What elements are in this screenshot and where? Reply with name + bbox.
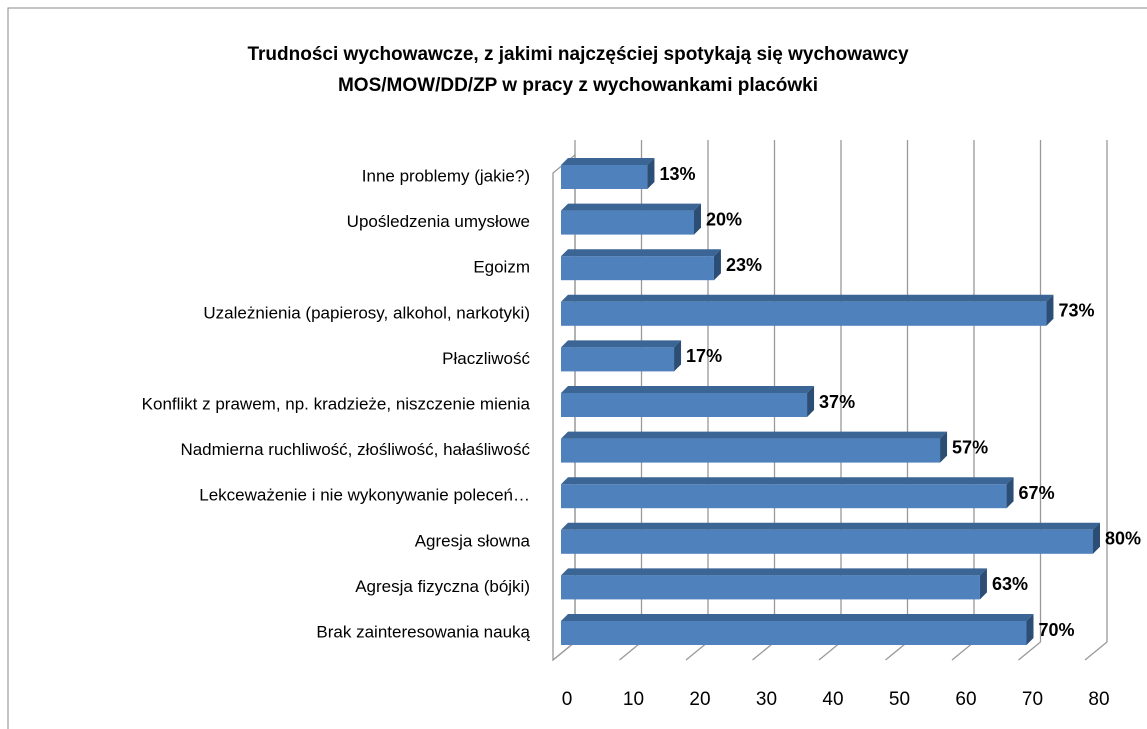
- category-label: Uzależnienia (papierosy, alkohol, narkot…: [203, 303, 530, 322]
- bar-side: [1026, 614, 1034, 645]
- bar: [561, 347, 675, 372]
- category-label: Inne problemy (jakie?): [362, 166, 530, 185]
- category-label: Agresja fizyczna (bójki): [355, 577, 530, 596]
- value-label: 70%: [1039, 620, 1075, 640]
- bar: [561, 438, 941, 463]
- x-tick-label: 20: [689, 689, 710, 710]
- x-tick-label: 30: [756, 689, 777, 710]
- bar-top: [561, 203, 701, 211]
- x-tick-label: 50: [889, 689, 910, 710]
- bar-top: [561, 249, 721, 257]
- bar-top: [561, 431, 948, 439]
- value-label: 23%: [726, 255, 762, 275]
- bar-side: [979, 568, 987, 600]
- bar-side: [1006, 477, 1014, 509]
- bar: [561, 621, 1027, 645]
- value-label: 57%: [952, 437, 988, 457]
- category-label: Egoizm: [473, 258, 530, 277]
- bar-top: [561, 522, 1100, 530]
- bar: [561, 301, 1047, 326]
- bar-side: [647, 158, 655, 189]
- value-label: 37%: [819, 392, 855, 412]
- category-label: Agresja słowna: [415, 531, 531, 550]
- bar: [561, 210, 694, 235]
- bar-top: [561, 477, 1014, 485]
- bar: [561, 393, 808, 417]
- category-label: Lekceważenie i nie wykonywanie poleceń…: [199, 486, 530, 505]
- bar-side: [807, 386, 815, 417]
- x-tick-label: 60: [955, 689, 976, 710]
- bar-top: [561, 158, 655, 165]
- x-tick-label: 10: [623, 689, 644, 710]
- bar-side: [694, 203, 701, 235]
- chart-title: Trudności wychowawcze, z jakimi najczęśc…: [247, 44, 908, 65]
- bar: [561, 529, 1093, 554]
- bar-side: [713, 249, 721, 281]
- value-label: 13%: [659, 164, 695, 184]
- x-tick-label: 80: [1088, 689, 1109, 710]
- chart-title: MOS/MOW/DD/ZP w pracy z wychowankami pla…: [338, 75, 818, 96]
- category-label: Brak zainteresowania nauką: [316, 622, 530, 641]
- bar-top: [561, 614, 1034, 621]
- bar: [561, 256, 714, 281]
- x-tick-label: 70: [1022, 689, 1043, 710]
- bar-side: [1046, 294, 1054, 326]
- bar-top: [561, 340, 682, 348]
- category-label: Konflikt z prawem, np. kradzieże, niszcz…: [142, 394, 531, 413]
- bar-top: [561, 294, 1054, 302]
- category-label: Nadmierna ruchliwość, złośliwość, hałaśl…: [180, 440, 530, 459]
- category-label: Upośledzenia umysłowe: [347, 212, 530, 231]
- bar-top: [561, 386, 815, 393]
- floor-line: [1018, 641, 1041, 661]
- value-label: 80%: [1105, 529, 1141, 549]
- bar: [561, 575, 980, 600]
- x-tick-label: 0: [562, 689, 573, 710]
- bar: [561, 484, 1007, 509]
- x-tick-label: 40: [822, 689, 843, 710]
- value-label: 67%: [1019, 483, 1055, 503]
- bar-side: [674, 340, 682, 372]
- category-label: Płaczliwość: [442, 349, 530, 368]
- value-label: 73%: [1058, 301, 1094, 321]
- floor-line: [1084, 641, 1108, 661]
- bar: [561, 165, 648, 189]
- value-label: 17%: [686, 346, 722, 366]
- bar-side: [940, 431, 948, 463]
- bar-side: [1093, 522, 1100, 554]
- value-label: 20%: [706, 209, 742, 229]
- value-label: 63%: [992, 574, 1028, 594]
- bar-top: [561, 568, 987, 576]
